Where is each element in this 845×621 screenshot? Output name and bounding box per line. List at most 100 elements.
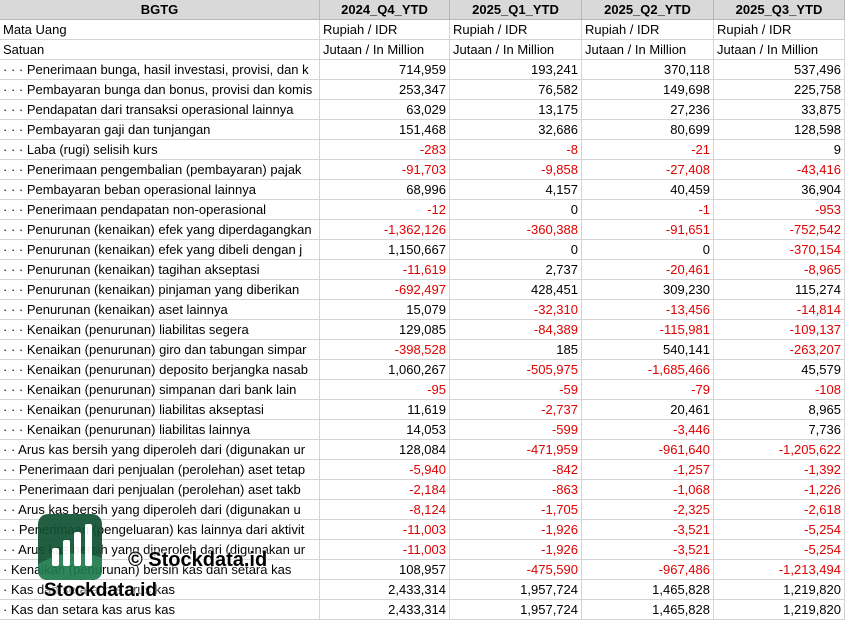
value-cell: -21 <box>582 140 714 160</box>
value-cell: 1,150,667 <box>320 240 450 260</box>
value-cell: -599 <box>450 420 582 440</box>
value-cell: 253,347 <box>320 80 450 100</box>
value-cell: -475,590 <box>450 560 582 580</box>
value-cell: -863 <box>450 480 582 500</box>
row-label: · · · Kenaikan (penurunan) liabilitas se… <box>0 320 320 340</box>
value-cell: -1,362,126 <box>320 220 450 240</box>
value-cell: 108,957 <box>320 560 450 580</box>
value-cell: -14,814 <box>714 300 845 320</box>
value-cell: Jutaan / In Million <box>450 40 582 60</box>
watermark-logo <box>38 514 102 580</box>
value-cell: 128,084 <box>320 440 450 460</box>
value-cell: 0 <box>450 240 582 260</box>
value-cell: 2,737 <box>450 260 582 280</box>
value-cell: 1,465,828 <box>582 580 714 600</box>
value-cell: -1,705 <box>450 500 582 520</box>
value-cell: -13,456 <box>582 300 714 320</box>
value-cell: -961,640 <box>582 440 714 460</box>
value-cell: 27,236 <box>582 100 714 120</box>
value-cell: 45,579 <box>714 360 845 380</box>
value-cell: -12 <box>320 200 450 220</box>
value-cell: 8,965 <box>714 400 845 420</box>
row-label: · · · Pendapatan dari transaksi operasio… <box>0 100 320 120</box>
value-cell: 115,274 <box>714 280 845 300</box>
value-cell: -471,959 <box>450 440 582 460</box>
value-cell: -2,618 <box>714 500 845 520</box>
value-cell: 193,241 <box>450 60 582 80</box>
value-cell: 149,698 <box>582 80 714 100</box>
value-cell: 20,461 <box>582 400 714 420</box>
value-cell: 0 <box>450 200 582 220</box>
value-cell: -1,068 <box>582 480 714 500</box>
row-label: · · Penerimaan dari penjualan (perolehan… <box>0 480 320 500</box>
value-cell: 4,157 <box>450 180 582 200</box>
value-cell: 225,758 <box>714 80 845 100</box>
value-cell: -360,388 <box>450 220 582 240</box>
row-label: · · · Kenaikan (penurunan) liabilitas la… <box>0 420 320 440</box>
value-cell: 370,118 <box>582 60 714 80</box>
value-cell: -953 <box>714 200 845 220</box>
value-cell: 151,468 <box>320 120 450 140</box>
watermark-brand: Stockdata.id <box>44 580 157 601</box>
value-cell: -91,651 <box>582 220 714 240</box>
row-label: · · Arus kas bersih yang diperoleh dari … <box>0 440 320 460</box>
column-header: 2025_Q2_YTD <box>582 0 714 20</box>
value-cell: -79 <box>582 380 714 400</box>
value-cell: -5,254 <box>714 540 845 560</box>
value-cell: -5,940 <box>320 460 450 480</box>
value-cell: -43,416 <box>714 160 845 180</box>
row-label: · · · Kenaikan (penurunan) liabilitas ak… <box>0 400 320 420</box>
value-cell: 76,582 <box>450 80 582 100</box>
value-cell: -8 <box>450 140 582 160</box>
row-label: · · · Penerimaan bunga, hasil investasi,… <box>0 60 320 80</box>
value-cell: -398,528 <box>320 340 450 360</box>
value-cell: -1 <box>582 200 714 220</box>
value-cell: 33,875 <box>714 100 845 120</box>
value-cell: 1,219,820 <box>714 580 845 600</box>
value-cell: -1,392 <box>714 460 845 480</box>
value-cell: -370,154 <box>714 240 845 260</box>
row-label: · · · Kenaikan (penurunan) deposito berj… <box>0 360 320 380</box>
value-cell: Jutaan / In Million <box>582 40 714 60</box>
value-cell: Rupiah / IDR <box>450 20 582 40</box>
value-cell: 7,736 <box>714 420 845 440</box>
row-label: · · · Pembayaran beban operasional lainn… <box>0 180 320 200</box>
value-cell: -11,003 <box>320 540 450 560</box>
value-cell: -967,486 <box>582 560 714 580</box>
value-cell: -84,389 <box>450 320 582 340</box>
watermark-copyright: © Stockdata.id <box>128 549 268 571</box>
row-label: · Kas dan setara kas arus kas <box>0 600 320 620</box>
value-cell: -283 <box>320 140 450 160</box>
value-cell: -752,542 <box>714 220 845 240</box>
value-cell: 15,079 <box>320 300 450 320</box>
column-header: 2025_Q3_YTD <box>714 0 845 20</box>
value-cell: 13,175 <box>450 100 582 120</box>
row-label: · · · Kenaikan (penurunan) simpanan dari… <box>0 380 320 400</box>
value-cell: -2,325 <box>582 500 714 520</box>
row-label: · · Penerimaan dari penjualan (perolehan… <box>0 460 320 480</box>
value-cell: Jutaan / In Million <box>714 40 845 60</box>
value-cell: -9,858 <box>450 160 582 180</box>
value-cell: 128,598 <box>714 120 845 140</box>
value-cell: 540,141 <box>582 340 714 360</box>
value-cell: 1,219,820 <box>714 600 845 620</box>
row-label: · · · Pembayaran bunga dan bonus, provis… <box>0 80 320 100</box>
value-cell: -3,521 <box>582 540 714 560</box>
value-cell: 714,959 <box>320 60 450 80</box>
value-cell: 1,957,724 <box>450 600 582 620</box>
value-cell: -692,497 <box>320 280 450 300</box>
value-cell: -11,619 <box>320 260 450 280</box>
value-cell: 537,496 <box>714 60 845 80</box>
value-cell: 428,451 <box>450 280 582 300</box>
value-cell: 2,433,314 <box>320 580 450 600</box>
value-cell: 309,230 <box>582 280 714 300</box>
value-cell: 11,619 <box>320 400 450 420</box>
value-cell: 9 <box>714 140 845 160</box>
value-cell: -1,926 <box>450 540 582 560</box>
value-cell: 14,053 <box>320 420 450 440</box>
value-cell: 185 <box>450 340 582 360</box>
row-label: · · · Penurunan (kenaikan) efek yang dib… <box>0 240 320 260</box>
row-label: · · · Penurunan (kenaikan) tagihan aksep… <box>0 260 320 280</box>
value-cell: 1,060,267 <box>320 360 450 380</box>
